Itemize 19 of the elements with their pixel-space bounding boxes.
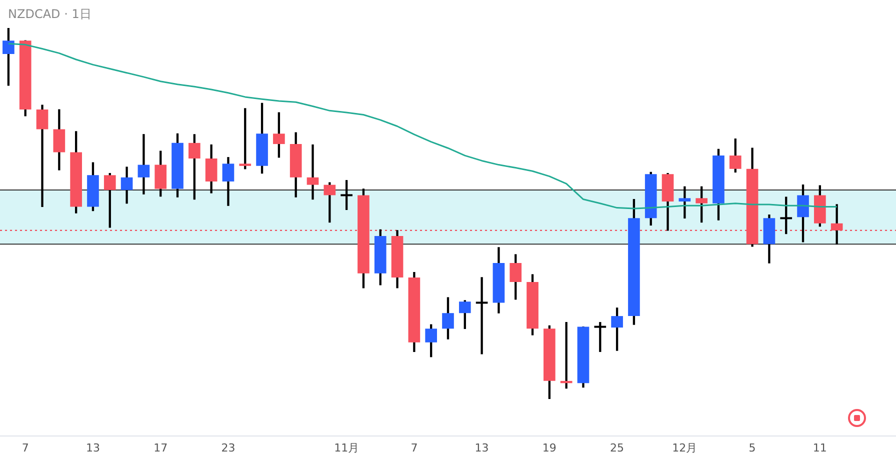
x-tick-label: 13	[474, 441, 489, 454]
chart-title: NZDCAD · 1日	[8, 6, 92, 23]
candlestick	[678, 186, 691, 219]
x-tick-label: 11月	[334, 441, 360, 454]
x-tick-label: 17	[154, 441, 168, 454]
candlestick	[138, 134, 150, 194]
x-tick-label: 13	[86, 441, 100, 454]
x-tick-label: 25	[610, 441, 624, 454]
candlestick	[36, 104, 48, 208]
x-tick-label: 12月	[672, 441, 698, 454]
candlestick	[306, 144, 319, 200]
x-tick-label: 7	[410, 441, 418, 454]
x-tick-label: 5	[748, 441, 756, 454]
x-tick-label: 23	[221, 441, 236, 454]
x-tick-label: 19	[542, 441, 556, 454]
candlestick	[560, 322, 572, 389]
candlestick	[476, 277, 488, 354]
x-tick-label: 7	[22, 441, 29, 454]
x-tick-label: 11	[812, 441, 827, 454]
